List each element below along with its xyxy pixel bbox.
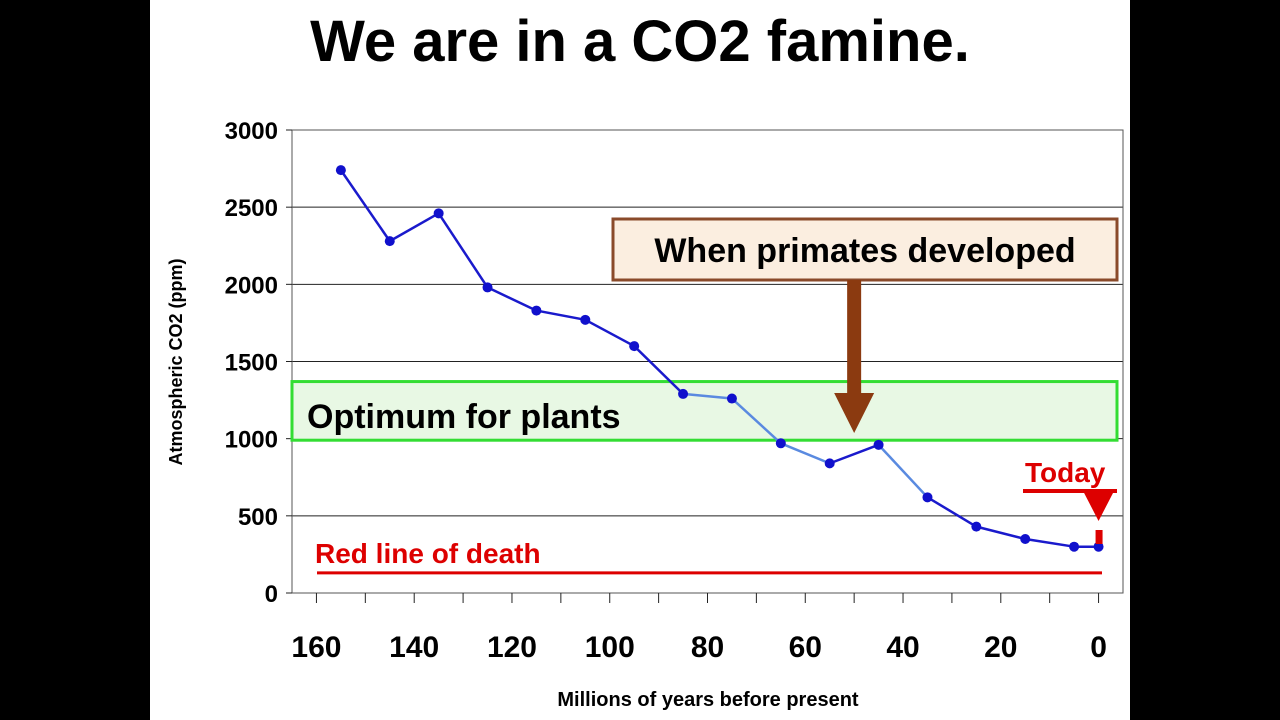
data-point xyxy=(922,492,933,503)
data-point xyxy=(1020,533,1031,544)
x-tick-label: 0 xyxy=(1090,631,1107,664)
x-tick-label: 140 xyxy=(389,631,439,664)
data-point xyxy=(580,314,591,325)
data-point xyxy=(1093,541,1104,552)
y-axis-ticks: 0 500 1000 1500 2000 2500 3000 xyxy=(225,118,292,608)
data-point xyxy=(824,458,835,469)
series-segment xyxy=(926,496,977,528)
slide: We are in a CO2 famine. 0 500 1000 1500 2000… xyxy=(150,0,1130,720)
primates-label: When primates developed xyxy=(654,232,1075,270)
y-tick-label: 1000 xyxy=(225,427,278,454)
series-segment xyxy=(780,442,831,465)
series-segment xyxy=(389,212,440,243)
data-point xyxy=(335,165,346,176)
y-tick-label: 0 xyxy=(265,581,278,608)
death-line-label: Red line of death xyxy=(315,538,541,569)
data-point xyxy=(726,393,737,404)
data-point xyxy=(531,305,542,316)
co2-chart: 0 500 1000 1500 2000 2500 3000 160 140 120 100 80 6… xyxy=(166,118,1124,711)
data-point xyxy=(1069,541,1080,552)
series-segment xyxy=(536,309,586,322)
data-point xyxy=(482,282,493,293)
x-tick-label: 100 xyxy=(585,631,635,664)
y-tick-label: 1500 xyxy=(225,350,278,377)
series-segment xyxy=(339,169,391,242)
optimum-label: Optimum for plants xyxy=(307,398,621,436)
primates-box xyxy=(611,217,1119,282)
x-tick-label: 20 xyxy=(984,631,1017,664)
x-tick-label: 80 xyxy=(691,631,724,664)
data-point xyxy=(873,439,884,450)
data-point xyxy=(629,341,640,352)
y-axis-label: Atmospheric CO2 (ppm) xyxy=(166,258,186,465)
data-point xyxy=(775,438,786,449)
primates-arrow-head xyxy=(834,393,875,433)
y-tick-label: 2500 xyxy=(225,195,278,222)
series-segment xyxy=(731,397,782,445)
data-point xyxy=(971,521,982,532)
y-tick-label: 500 xyxy=(238,504,278,531)
co2-series xyxy=(335,165,1104,552)
today-arrow-head xyxy=(1082,490,1115,521)
series-segment xyxy=(437,212,489,289)
data-point xyxy=(384,236,395,247)
y-tick-label: 2000 xyxy=(225,272,278,299)
series-segment xyxy=(682,392,733,400)
y-tick-label: 3000 xyxy=(225,118,278,145)
today-marker xyxy=(1095,530,1103,544)
series-segment xyxy=(1025,537,1075,548)
x-tick-label: 120 xyxy=(487,631,537,664)
series-segment xyxy=(584,318,635,348)
today-label: Today xyxy=(1025,457,1106,488)
series-segment xyxy=(829,443,880,465)
x-axis-label: Millions of years before present xyxy=(557,689,859,711)
series-segment xyxy=(633,345,684,395)
data-point xyxy=(433,208,444,219)
series-segment xyxy=(976,525,1026,541)
x-tick-label: 60 xyxy=(789,631,822,664)
data-point xyxy=(678,388,689,399)
series-segment xyxy=(486,286,537,312)
series-segment xyxy=(877,443,929,499)
x-tick-label: 40 xyxy=(886,631,919,664)
optimum-band xyxy=(290,380,1119,442)
primates-arrow-shaft xyxy=(847,280,862,395)
x-axis-ticks: 160 140 120 100 80 60 40 20 0 xyxy=(291,593,1107,664)
x-tick-label: 160 xyxy=(291,631,341,664)
chart-title: We are in a CO2 famine. xyxy=(310,9,970,74)
